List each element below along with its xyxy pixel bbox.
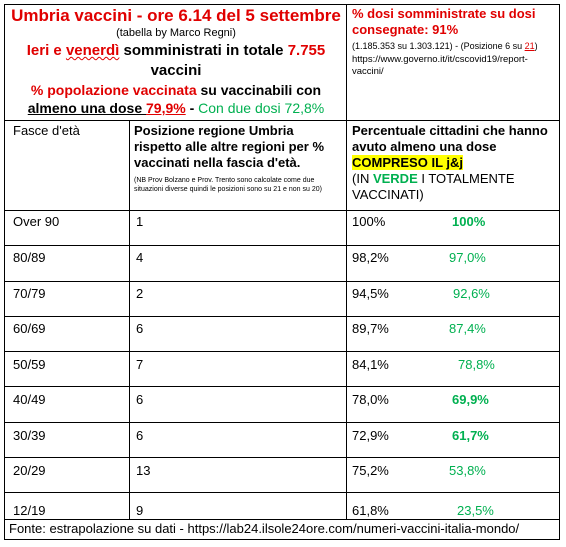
divider-row [4, 457, 560, 458]
row-position: 6 [136, 428, 144, 443]
divider-row [4, 386, 560, 387]
divider-row [4, 316, 560, 317]
divider-row [4, 519, 560, 520]
doses-detail-close: ) [534, 41, 538, 51]
row-position: 6 [136, 392, 144, 407]
almeno-sep: - [185, 100, 199, 116]
row-age: 40/49 [13, 392, 46, 407]
almeno-value: 79,9% [146, 100, 186, 116]
divider-row [4, 210, 560, 211]
row-position: 1 [136, 214, 144, 229]
divider-header [346, 4, 347, 120]
daily-total-suffix: vaccini [150, 62, 202, 79]
coverage-line: almeno una dose 79,9% - Con due dosi 72,… [9, 100, 343, 116]
divider-row [4, 245, 560, 246]
daily-total-line: Ieri e venerdì somministrati in totale 7… [9, 42, 343, 59]
doses-ratio-title: % dosi somministrate su dosi consegnate:… [352, 6, 536, 37]
row-age: 70/79 [13, 286, 46, 301]
row-age: 30/39 [13, 428, 46, 443]
col3-verde: VERDE [372, 171, 418, 186]
row-fully-vaccinated: 61,7% [452, 428, 489, 443]
row-age: 50/59 [13, 357, 46, 372]
row-fully-vaccinated: 87,4% [449, 321, 486, 336]
row-position: 4 [136, 250, 144, 265]
source-url: https://www.governo.it/it/cscovid19/repo… [352, 54, 528, 77]
row-percent: 61,8% [352, 503, 389, 518]
divider-row [4, 351, 560, 352]
doses-detail-values: (1.185.353 su 1.303.121) - (Posizione 6 … [352, 41, 525, 51]
divider-col2 [346, 120, 347, 519]
row-age: 80/89 [13, 250, 46, 265]
ieri-prefix: Ieri e [26, 42, 66, 59]
row-fully-vaccinated: 100% [452, 214, 486, 229]
divider-row [4, 281, 560, 282]
row-position: 13 [136, 463, 151, 478]
doses-detail: (1.185.353 su 1.303.121) - (Posizione 6 … [352, 41, 557, 52]
almeno-label: almeno una dose [27, 100, 146, 116]
row-fully-vaccinated: 69,9% [452, 392, 489, 407]
divider-col1 [129, 120, 130, 519]
row-fully-vaccinated: 92,6% [453, 286, 490, 301]
col3-header-c: I TOTALMENTE VACCINATI) [352, 171, 515, 202]
table-frame [4, 4, 560, 540]
row-fully-vaccinated: 53,8% [449, 463, 486, 478]
row-fully-vaccinated: 97,0% [449, 250, 486, 265]
row-position: 6 [136, 321, 144, 336]
divider-row [4, 120, 560, 121]
col-header-note: (NB Prov Bolzano e Prov. Trento sono cal… [134, 177, 322, 193]
row-percent: 100% [352, 214, 386, 229]
page-title: Umbria vaccini - ore 6.14 del 5 settembr… [11, 6, 341, 25]
row-position: 9 [136, 503, 144, 518]
ieri-total: 7.755 [287, 42, 326, 59]
row-percent: 75,2% [352, 463, 389, 478]
row-age: 60/69 [13, 321, 46, 336]
col3-highlight: COMPRESO IL j&j [352, 155, 463, 170]
source-footer: Fonte: estrapolazione su dati - https://… [9, 521, 520, 536]
ieri-day: venerdì [65, 42, 120, 59]
pop-word: vaccinata [132, 82, 197, 98]
divider-row [4, 492, 560, 493]
row-percent: 89,7% [352, 321, 389, 336]
row-position: 7 [136, 357, 144, 372]
ieri-middle: somministrati in totale [119, 42, 288, 59]
doses-detail-total: 21 [524, 41, 535, 51]
row-age: 20/29 [13, 463, 46, 478]
row-percent: 78,0% [352, 392, 389, 407]
divider-row [4, 422, 560, 423]
row-fully-vaccinated: 78,8% [458, 357, 495, 372]
due-dosi-value: Con due dosi 72,8% [198, 100, 325, 116]
row-age: 12/19 [13, 503, 46, 518]
col3-header-b: (IN [352, 171, 373, 186]
col3-header-a: Percentuale cittadini che hanno avuto al… [352, 123, 548, 154]
row-fully-vaccinated: 23,5% [457, 503, 494, 518]
population-line: % popolazione vaccinata su vaccinabili c… [9, 82, 343, 98]
row-percent: 94,5% [352, 286, 389, 301]
page-subtitle: (tabella by Marco Regni) [116, 27, 236, 39]
row-percent: 84,1% [352, 357, 389, 372]
pop-prefix: % popolazione [30, 82, 133, 98]
col-header-age: Fasce d'età [13, 123, 80, 138]
row-age: Over 90 [13, 214, 60, 229]
pop-suffix: su vaccinabili con [196, 82, 322, 98]
col-header-percent: Percentuale cittadini che hanno avuto al… [352, 123, 556, 203]
row-percent: 72,9% [352, 428, 389, 443]
row-position: 2 [136, 286, 144, 301]
col-header-position: Posizione regione Umbria rispetto alle a… [134, 123, 324, 170]
row-percent: 98,2% [352, 250, 389, 265]
